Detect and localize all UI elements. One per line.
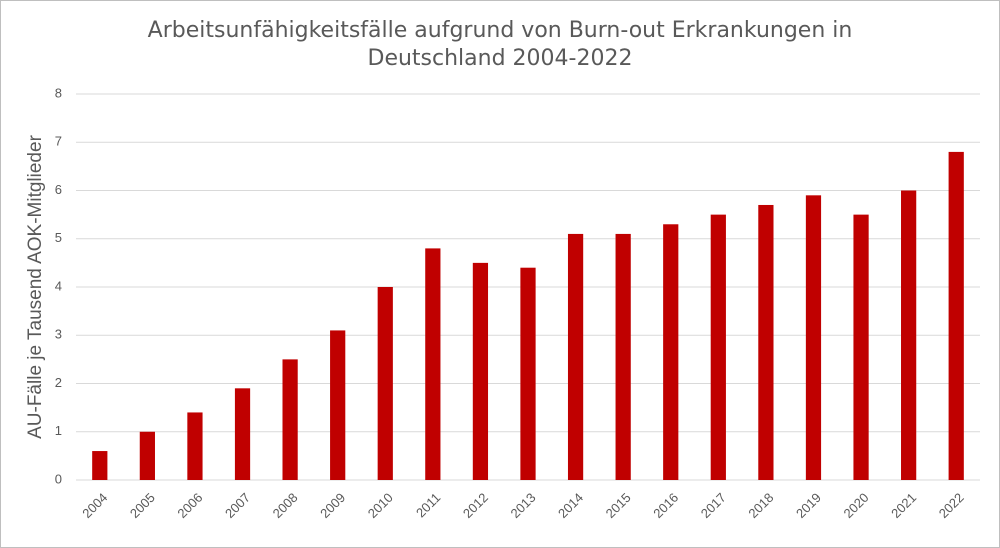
bar — [758, 204, 774, 480]
bar — [710, 214, 726, 480]
bar — [948, 151, 964, 480]
bar — [92, 451, 108, 480]
bar — [663, 224, 679, 480]
bar — [187, 412, 203, 480]
y-tick-label: 6 — [55, 182, 62, 197]
bar — [139, 431, 155, 480]
bar — [377, 287, 393, 480]
bar — [234, 388, 251, 480]
y-tick-label: 4 — [55, 278, 62, 293]
bar — [853, 214, 869, 480]
y-tick-label: 5 — [55, 230, 62, 245]
y-axis-title: AU-Fälle je Tausend AOK-Mitglieder — [25, 134, 46, 438]
bar — [330, 330, 346, 480]
bar — [615, 233, 631, 480]
bar — [567, 233, 584, 480]
bar — [472, 262, 489, 480]
y-tick-label: 0 — [55, 471, 62, 486]
bar — [425, 248, 441, 480]
y-tick-label: 1 — [55, 423, 62, 438]
y-tick-label: 7 — [55, 134, 62, 149]
bar — [805, 195, 822, 480]
bar — [520, 267, 536, 480]
y-tick-label: 3 — [55, 327, 62, 342]
chart-title: Arbeitsunfähigkeitsfälle aufgrund von Bu… — [148, 18, 853, 43]
bar — [282, 359, 298, 480]
bar — [901, 190, 917, 480]
y-tick-label: 2 — [55, 375, 62, 390]
chart-title: Deutschland 2004-2022 — [368, 46, 633, 71]
y-tick-label: 8 — [55, 85, 62, 100]
